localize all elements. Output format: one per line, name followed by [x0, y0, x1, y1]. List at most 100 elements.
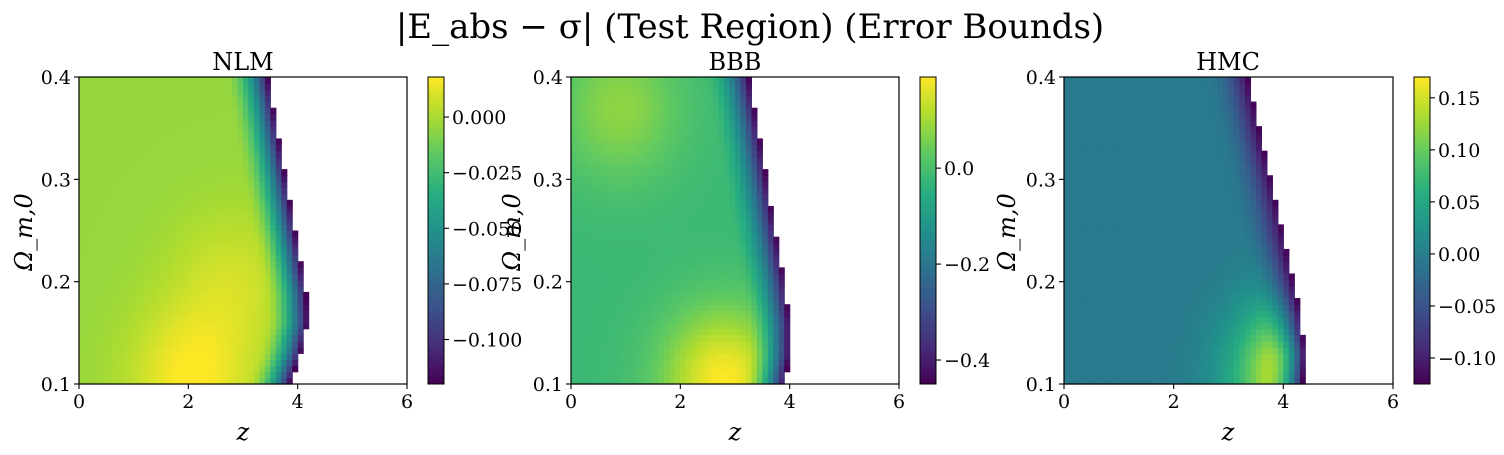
heatmap-cell: [243, 365, 250, 373]
heatmap-cell: [592, 248, 599, 256]
heatmap-cell: [128, 248, 135, 256]
heatmap-cell: [756, 248, 763, 256]
heatmap-cell: [1151, 377, 1158, 385]
heatmap-cell: [182, 230, 189, 238]
heatmap-cell: [571, 83, 578, 90]
heatmap-cell: [237, 138, 244, 146]
heatmap-cell: [609, 113, 616, 121]
heatmap-cell: [631, 193, 638, 201]
heatmap-cell: [669, 224, 676, 232]
heatmap-cell: [221, 347, 228, 354]
heatmap-cell: [674, 341, 681, 348]
heatmap-cell: [221, 371, 228, 379]
heatmap-cell: [1129, 255, 1136, 262]
heatmap-cell: [79, 212, 86, 219]
heatmap-cell: [773, 248, 780, 256]
heatmap-cell: [150, 298, 157, 305]
heatmap-cell: [133, 273, 140, 281]
heatmap-cell: [685, 273, 692, 281]
heatmap-cell: [281, 218, 288, 225]
heatmap-cell: [680, 83, 687, 90]
heatmap-cell: [581, 242, 588, 250]
heatmap-cell: [1107, 285, 1114, 293]
heatmap-cell: [1244, 267, 1252, 275]
heatmap-cell: [171, 328, 178, 336]
heatmap-cell: [1195, 371, 1202, 379]
heatmap-cell: [751, 310, 758, 318]
heatmap-cell: [133, 193, 140, 201]
heatmap-cell: [106, 162, 113, 170]
heatmap-cell: [636, 205, 643, 213]
heatmap-cell: [735, 77, 742, 84]
heatmap-cell: [1151, 291, 1158, 299]
heatmap-cell: [674, 101, 681, 109]
heatmap-cell: [253, 279, 260, 287]
heatmap-cell: [111, 298, 118, 305]
heatmap-cell: [199, 279, 206, 287]
heatmap-cell: [740, 316, 747, 324]
heatmap-cell: [680, 242, 687, 250]
heatmap-cell: [182, 261, 189, 268]
heatmap-cell: [259, 101, 266, 109]
heatmap-cell: [718, 113, 725, 121]
heatmap-cell: [1190, 248, 1197, 256]
heatmap-cell: [177, 224, 184, 232]
heatmap-cell: [193, 175, 200, 182]
heatmap-cell: [636, 236, 643, 244]
heatmap-cell: [237, 377, 244, 385]
heatmap-cell: [111, 248, 118, 256]
heatmap-cell: [1157, 334, 1164, 342]
heatmap-cell: [89, 347, 96, 354]
heatmap-cell: [95, 291, 102, 299]
heatmap-cell: [133, 316, 140, 324]
heatmap-cell: [603, 138, 610, 146]
heatmap-cell: [171, 181, 178, 189]
heatmap-cell: [576, 279, 583, 287]
heatmap-cell: [751, 230, 758, 238]
heatmap-cell: [133, 322, 140, 330]
heatmap-cell: [762, 353, 769, 361]
heatmap-cell: [1074, 273, 1082, 281]
heatmap-cell: [767, 230, 774, 238]
heatmap-cell: [264, 242, 271, 250]
heatmap-cell: [281, 341, 288, 348]
heatmap-cell: [669, 341, 676, 348]
heatmap-cell: [713, 242, 720, 250]
heatmap-cell: [587, 236, 594, 244]
heatmap-cell: [111, 322, 118, 330]
heatmap-cell: [171, 77, 178, 84]
heatmap-cell: [1135, 322, 1142, 330]
heatmap-cell: [226, 77, 233, 84]
heatmap-cell: [221, 291, 228, 299]
heatmap-cell: [592, 126, 599, 133]
heatmap-cell: [663, 371, 670, 379]
heatmap-cell: [751, 126, 758, 133]
heatmap-cell: [232, 261, 239, 268]
heatmap-cell: [707, 89, 714, 97]
heatmap-cell: [150, 150, 157, 158]
heatmap-cell: [1283, 334, 1290, 342]
heatmap-cell: [724, 113, 731, 121]
heatmap-cell: [1239, 365, 1246, 373]
heatmap-cell: [150, 248, 157, 256]
heatmap-cell: [215, 150, 222, 158]
heatmap-cell: [1118, 359, 1125, 367]
heatmap-cell: [117, 334, 124, 342]
heatmap-cell: [1118, 273, 1125, 281]
heatmap-cell: [751, 113, 758, 121]
heatmap-cell: [182, 132, 189, 139]
heatmap-cell: [724, 181, 731, 189]
heatmap-cell: [598, 261, 605, 268]
heatmap-cell: [264, 101, 271, 109]
heatmap-cell: [275, 322, 282, 330]
heatmap-cell: [1151, 236, 1158, 244]
heatmap-cell: [1124, 261, 1131, 268]
heatmap-cell: [128, 359, 135, 367]
heatmap-cell: [603, 371, 610, 379]
heatmap-cell: [592, 261, 599, 268]
heatmap-cell: [745, 304, 752, 311]
heatmap-cell: [1223, 261, 1230, 268]
heatmap-cell: [625, 150, 632, 158]
heatmap-cell: [784, 304, 791, 311]
heatmap-cell: [1069, 298, 1076, 305]
